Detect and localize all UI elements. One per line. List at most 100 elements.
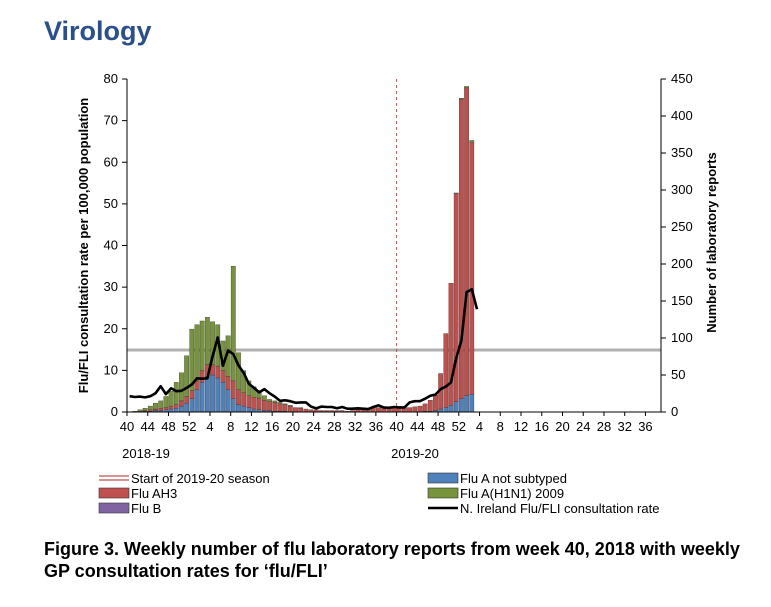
bar-flu-a-not-subtyped-w3 — [204, 376, 210, 413]
bar-flu-ah3-w1 — [464, 87, 469, 396]
bar-flu-ah3-w50 — [448, 283, 454, 406]
bar-flu-a-not-subtyped-w11 — [246, 407, 252, 413]
left-tick-label: 20 — [104, 321, 118, 336]
bar-flu-a-h1n1-2009-w2 — [199, 320, 205, 371]
x-tick-label: 32 — [617, 419, 631, 434]
bar-flu-a-not-subtyped-w52 — [459, 398, 464, 413]
bar-flu-ah3-w8 — [230, 380, 236, 399]
bar-flu-ah3-w43 — [412, 406, 418, 413]
left-tick-label: 30 — [104, 279, 118, 294]
bar-flu-ah3-w49 — [443, 333, 449, 408]
consultation-rate-line — [129, 287, 479, 411]
x-tick-label: 20 — [555, 419, 569, 434]
bar-flu-a-not-subtyped-w52 — [189, 398, 195, 413]
x-tick-label: 8 — [497, 419, 504, 434]
section-heading: Virology — [44, 16, 152, 46]
bar-flu-a-not-subtyped-w7 — [225, 389, 231, 413]
x-tick-label: 12 — [244, 419, 258, 434]
left-tick-label: 80 — [104, 71, 118, 86]
bar-flu-a-h1n1-2009-w15 — [267, 399, 272, 402]
left-tick-label: 60 — [104, 154, 118, 169]
x-tick-label: 4 — [206, 419, 213, 434]
bar-flu-ah3-w45 — [153, 408, 158, 411]
bar-flu-a-h1n1-2009-w19 — [287, 405, 293, 407]
x-tick-label: 24 — [306, 419, 320, 434]
bar-flu-a-h1n1-2009-w46 — [158, 400, 164, 409]
legend-label-n-ireland-flu-fli-consultation-rate: N. Ireland Flu/FLI consultation rate — [460, 501, 659, 516]
bar-flu-ah3-w49 — [173, 404, 179, 409]
bar-flu-ah3-w1 — [194, 380, 200, 390]
bar-flu-ah3-w11 — [246, 395, 252, 408]
bar-flu-a-h1n1-2009-w44 — [147, 405, 153, 410]
legend-label-start-of-2019-20-season: Start of 2019-20 season — [131, 471, 270, 486]
bar-flu-a-h1n1-2009-w49 — [173, 382, 179, 405]
bar-flu-ah3-w47 — [433, 394, 438, 411]
bar-flu-a-not-subtyped-w1 — [194, 389, 200, 413]
bar-flu-ah3-w2 — [199, 370, 205, 383]
bar-flu-ah3-w15 — [267, 401, 272, 411]
bar-flu-ah3-w16 — [272, 402, 278, 412]
bar-flu-a-h1n1-2009-w17 — [277, 402, 283, 405]
bar-flu-ah3-w2 — [469, 142, 475, 395]
right-tick-label: 350 — [671, 145, 693, 160]
bar-flu-a-h1n1-2009-w9 — [236, 352, 241, 390]
x-tick-label: 20 — [286, 419, 300, 434]
bar-flu-a-not-subtyped-w6 — [220, 382, 226, 413]
bar-flu-ah3-w14 — [262, 399, 267, 411]
bar-flu-a-h1n1-2009-w8 — [230, 266, 236, 382]
legend-swatch-flu-a-not-subtyped — [427, 472, 459, 484]
x-tick-label: 44 — [141, 419, 155, 434]
bar-flu-ah3-w10 — [241, 392, 247, 407]
x-tick-label: 44 — [410, 419, 424, 434]
bar-flu-ah3-w51 — [184, 396, 189, 404]
left-tick-label: 0 — [111, 404, 118, 419]
bar-flu-ah3-w46 — [427, 399, 433, 412]
bar-flu-ah3-w7 — [225, 376, 231, 390]
bar-flu-a-h1n1-2009-w14 — [262, 395, 267, 401]
season-label-2018-19: 2018-19 — [122, 446, 170, 461]
bar-flu-ah3-w20 — [293, 407, 298, 413]
x-tick-label: 16 — [535, 419, 549, 434]
bar-flu-a-h1n1-2009-w47 — [163, 396, 169, 408]
bar-flu-a-h1n1-2009-w51 — [453, 192, 459, 194]
left-tick-label: 70 — [104, 113, 118, 128]
bar-flu-a-not-subtyped-w51 — [453, 401, 459, 413]
bar-flu-a-h1n1-2009-w1 — [464, 86, 469, 89]
bar-flu-a-not-subtyped-w8 — [230, 398, 236, 413]
bar-flu-ah3-w42 — [407, 407, 412, 413]
right-tick-label: 50 — [671, 367, 685, 382]
x-tick-label: 52 — [182, 419, 196, 434]
bar-flu-a-h1n1-2009-w3 — [204, 317, 210, 365]
x-tick-label: 52 — [452, 419, 466, 434]
bar-flu-a-h1n1-2009-w2 — [469, 140, 475, 143]
x-tick-label: 12 — [514, 419, 528, 434]
bar-flu-ah3-w50 — [179, 400, 184, 407]
bar-flu-ah3-w45 — [422, 403, 428, 412]
x-tick-label: 40 — [389, 419, 403, 434]
bar-flu-ah3-w6 — [220, 370, 226, 383]
right-tick-label: 300 — [671, 182, 693, 197]
bar-flu-a-h1n1-2009-w1 — [194, 324, 200, 382]
bar-flu-ah3-w5 — [215, 365, 221, 379]
bar-flu-ah3-w46 — [158, 408, 164, 411]
x-tick-label: 48 — [161, 419, 175, 434]
right-tick-label: 100 — [671, 330, 693, 345]
x-tick-label: 32 — [348, 419, 362, 434]
bar-flu-ah3-w21 — [298, 408, 304, 413]
bar-flu-a-h1n1-2009-w52 — [459, 98, 464, 100]
bar-flu-a-h1n1-2009-w50 — [179, 372, 184, 402]
bar-flu-ah3-w52 — [189, 390, 195, 399]
x-tick-label: 4 — [476, 419, 483, 434]
season-label-2019-20: 2019-20 — [391, 446, 439, 461]
right-tick-label: 400 — [671, 108, 693, 123]
bar-flu-a-h1n1-2009-w51 — [184, 355, 189, 397]
bar-flu-a-not-subtyped-w49 — [173, 408, 179, 413]
bar-flu-a-not-subtyped-w49 — [443, 407, 449, 413]
right-tick-label: 250 — [671, 219, 693, 234]
right-tick-label: 200 — [671, 256, 693, 271]
x-tick-label: 36 — [638, 419, 652, 434]
bar-flu-a-not-subtyped-w51 — [184, 402, 189, 413]
figure-caption: Figure 3. Weekly number of flu laborator… — [44, 539, 740, 581]
bar-flu-a-h1n1-2009-w13 — [256, 390, 262, 399]
right-tick-label: 150 — [671, 293, 693, 308]
